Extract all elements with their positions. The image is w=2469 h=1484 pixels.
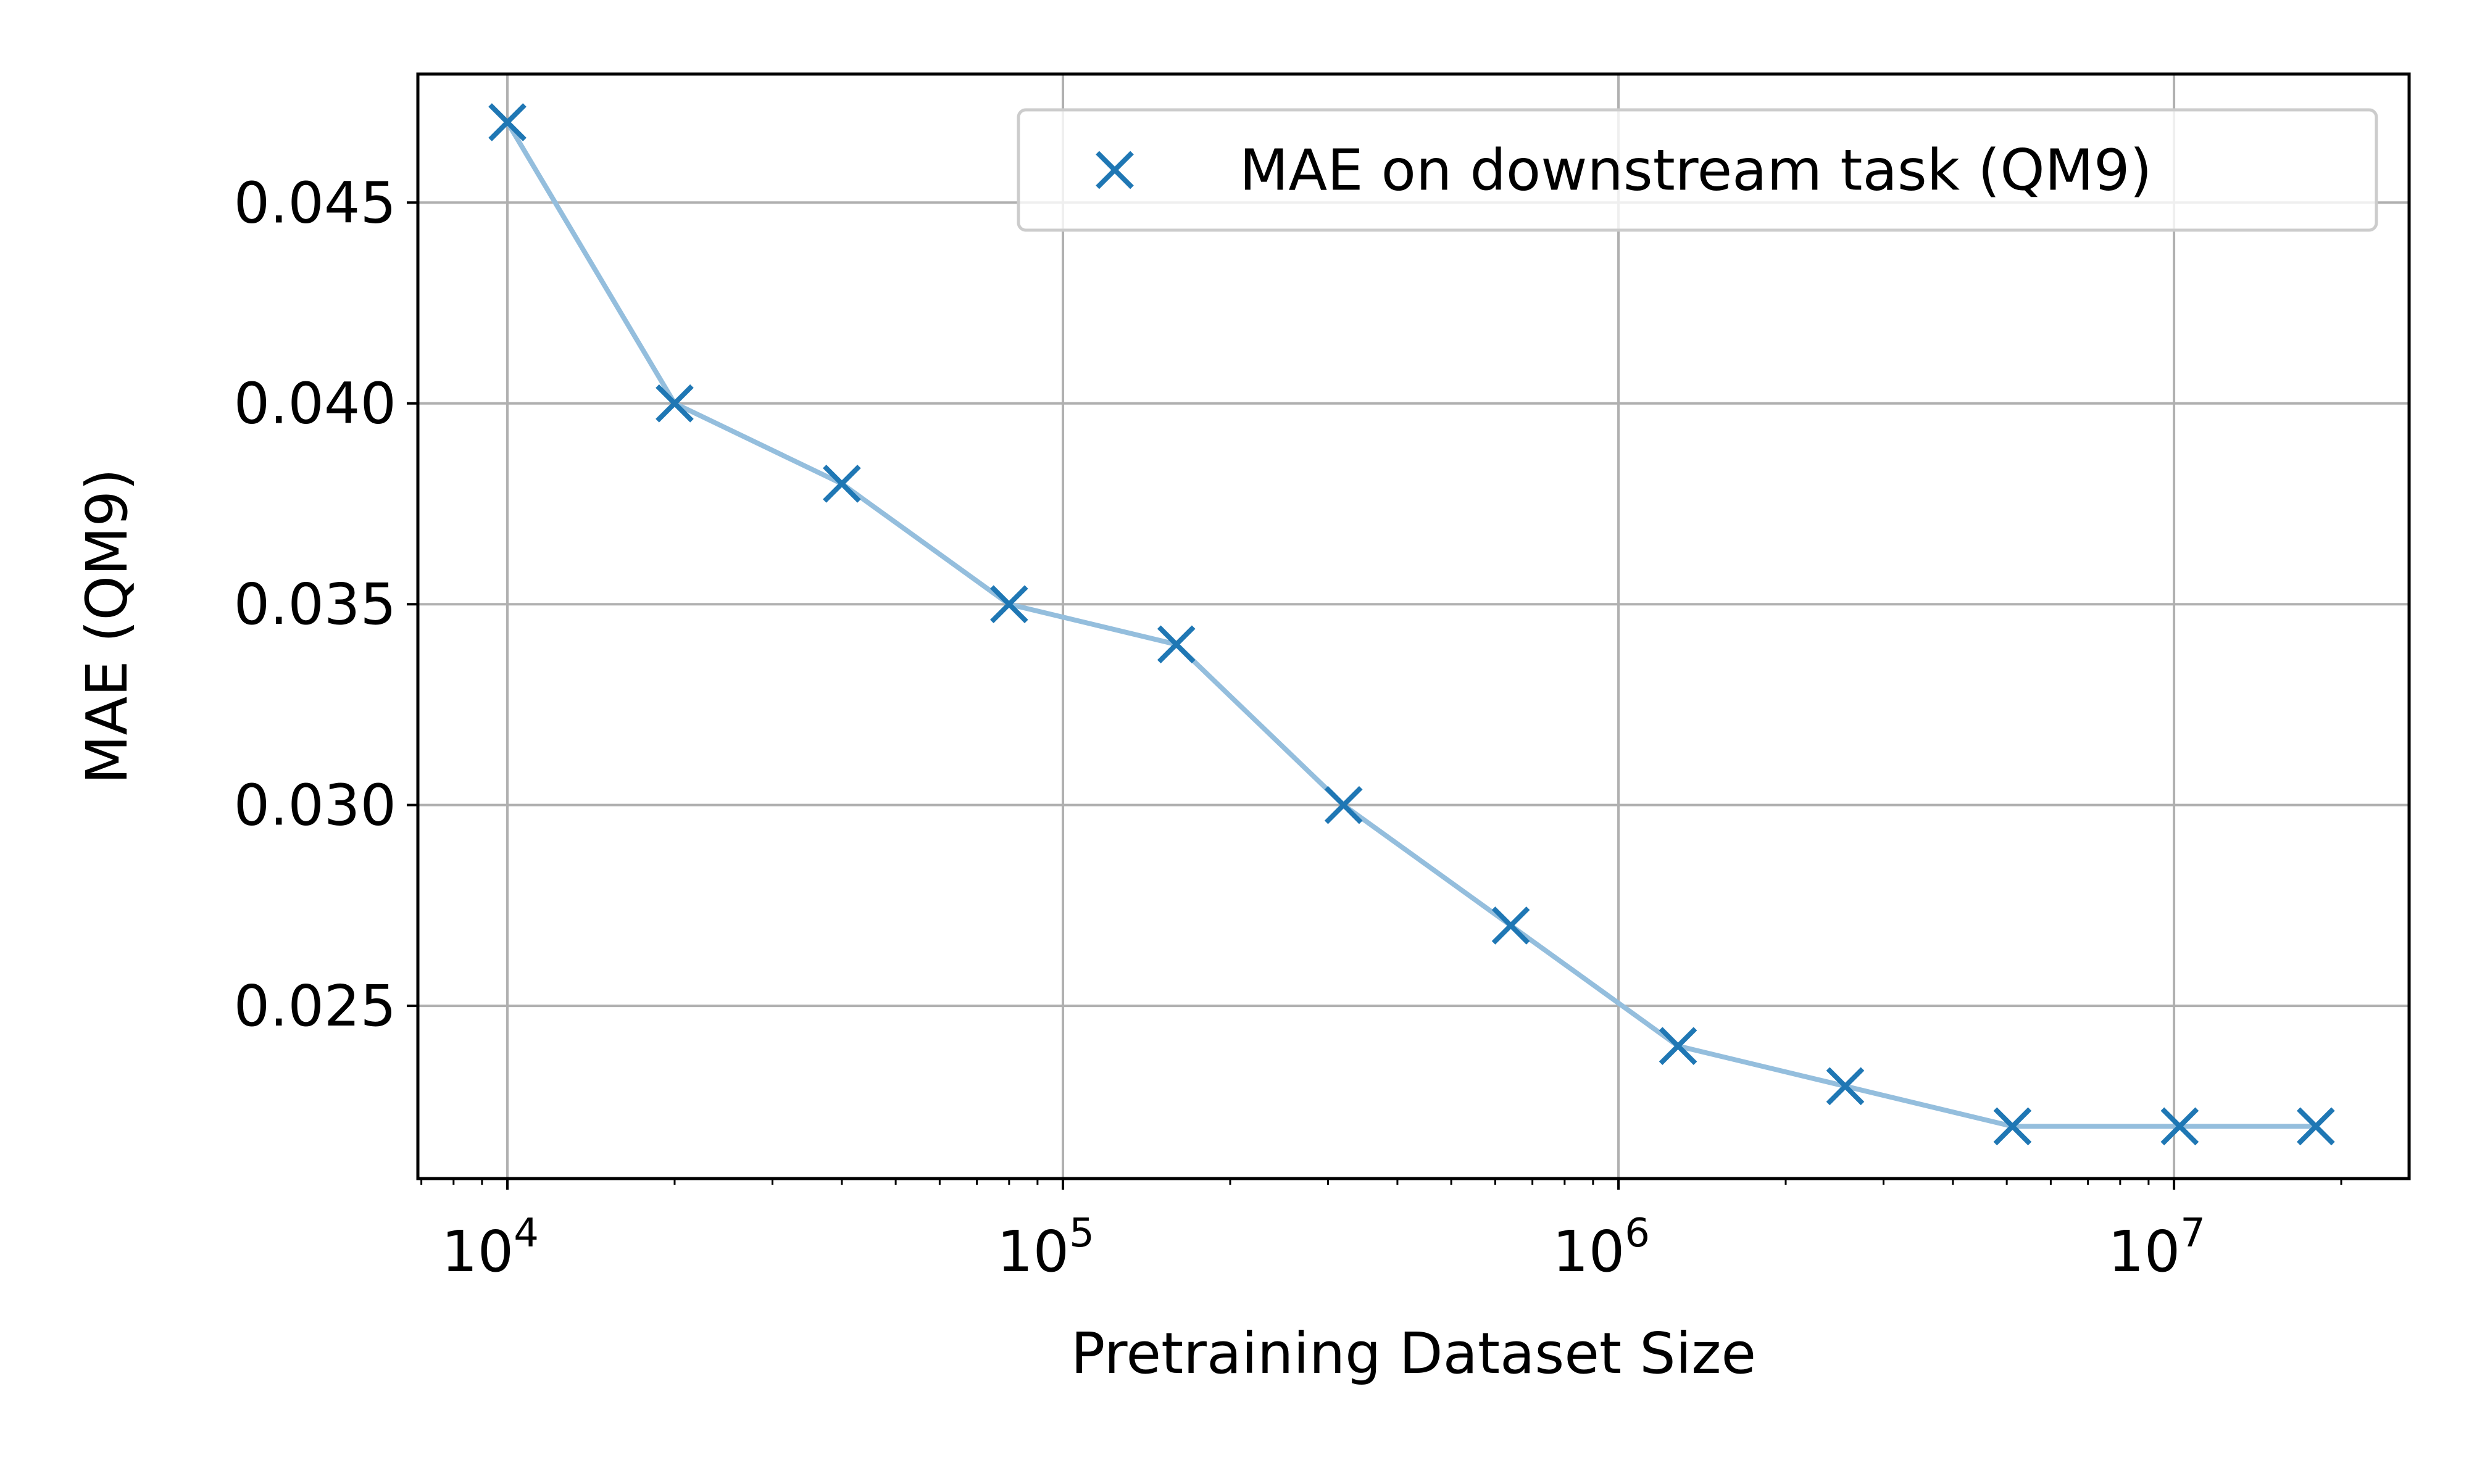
x-tick-exponent: 7 [2180,1211,2205,1256]
series-line [505,121,2316,1129]
x-tick-label: 107 [2108,1211,2205,1285]
legend-box [1017,108,2378,232]
data-point-marker [1324,786,1363,824]
y-axis-label: MAE (QM9) [74,468,140,784]
y-tick-label: 0.040 [234,371,396,437]
data-point-marker [1826,1067,1865,1106]
data-point-marker [1157,625,1196,664]
x-tick-label: 105 [997,1211,1094,1285]
data-point-marker [2160,1107,2199,1146]
y-tick-label: 0.035 [234,571,396,637]
legend-label: MAE on downstream task (QM9) [1239,138,2152,204]
x-tick-base: 10 [441,1219,514,1285]
tick-layer [407,201,2342,1190]
y-tick-label: 0.030 [234,773,396,839]
x-tick-base: 10 [1552,1219,1625,1285]
x-tick-label: 106 [1552,1211,1650,1285]
data-point-marker [656,384,694,423]
marker-layer [488,103,2335,1146]
data-point-marker [823,465,861,503]
plot-frame [416,72,2411,1180]
data-point-marker [1993,1107,2032,1146]
data-point-marker [1659,1027,1697,1066]
x-tick-exponent: 5 [1069,1211,1094,1256]
grid-layer [418,74,2409,1179]
data-point-marker [1491,906,1530,945]
x-tick-exponent: 6 [1625,1211,1650,1256]
data-point-marker [488,103,527,141]
legend-marker-x-icon [1096,151,1134,189]
data-point-marker [990,585,1028,624]
y-tick-label: 0.045 [234,170,396,236]
x-tick-exponent: 4 [514,1211,539,1256]
data-point-marker [2296,1107,2335,1146]
line-layer [505,121,2316,1129]
x-tick-base: 10 [997,1219,1069,1285]
x-tick-base: 10 [2108,1219,2180,1285]
legend: MAE on downstream task (QM9) [1017,108,2378,232]
x-axis-label: Pretraining Dataset Size [1071,1320,1756,1387]
y-tick-label: 0.025 [234,973,396,1039]
x-tick-label: 104 [441,1211,539,1285]
